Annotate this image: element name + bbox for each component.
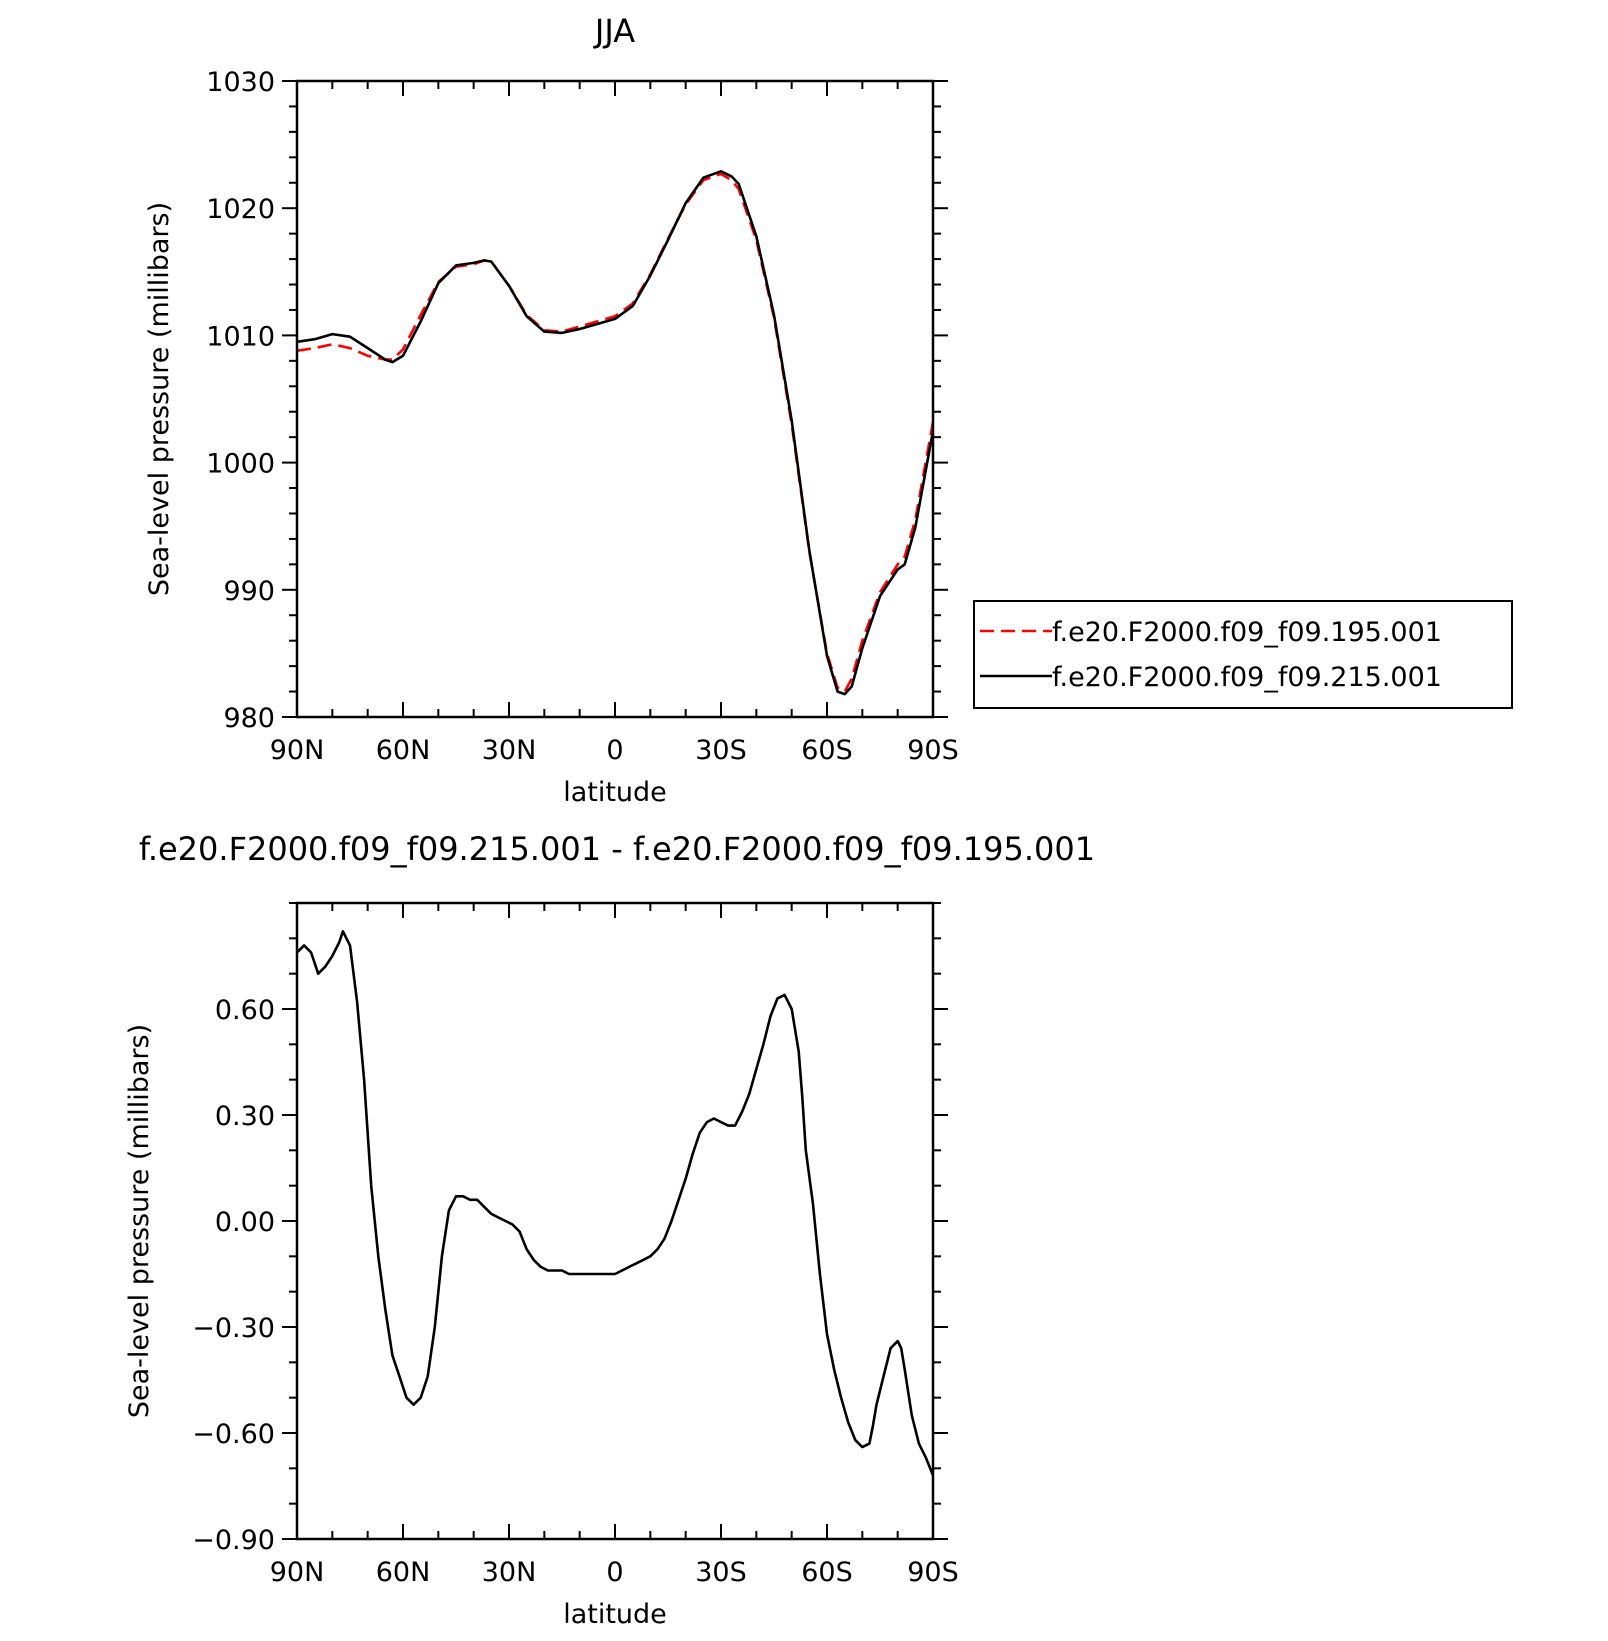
y-tick-label: −0.60 xyxy=(192,1419,275,1450)
y-tick-label: 1030 xyxy=(206,67,275,98)
y-tick-label: −0.30 xyxy=(192,1313,275,1344)
legend-box xyxy=(973,600,1513,709)
y-tick-label: 0.60 xyxy=(215,995,275,1026)
x-tick-label: 60S xyxy=(801,735,853,766)
x-tick-label: 60N xyxy=(376,1557,431,1588)
x-axis-label: latitude xyxy=(563,777,667,808)
y-tick-label: −0.90 xyxy=(192,1525,275,1556)
y-tick-label: 1010 xyxy=(206,321,275,352)
x-tick-label: 60S xyxy=(801,1557,853,1588)
x-tick-label: 30S xyxy=(695,735,747,766)
legend-label-0: f.e20.F2000.f09_f09.195.001 xyxy=(1052,617,1442,648)
x-tick-label: 0 xyxy=(606,1557,623,1588)
plot-frame xyxy=(295,79,935,719)
top-panel: JJA 90N 60N 30N 0 30S 60S 90S 980 990 1000 1010 1020… xyxy=(144,12,1513,808)
x-axis-label: latitude xyxy=(563,1599,667,1630)
y-axis-label: Sea-level pressure (millibars) xyxy=(124,1024,155,1418)
x-tick-label: 90S xyxy=(907,1557,959,1588)
chart-title: f.e20.F2000.f09_f09.215.001 - f.e20.F200… xyxy=(139,830,1095,868)
y-tick-label: 1020 xyxy=(206,194,275,225)
x-tick-label: 90N xyxy=(270,1557,325,1588)
plot-frame xyxy=(295,901,935,1541)
series-group xyxy=(297,930,933,1476)
y-tick-label: 0.30 xyxy=(215,1101,275,1132)
x-tick-label: 60N xyxy=(376,735,431,766)
legend: f.e20.F2000.f09_f09.195.001 f.e20.F2000.f… xyxy=(973,600,1513,709)
series-line-0 xyxy=(297,172,933,693)
y-axis-label: Sea-level pressure (millibars) xyxy=(144,202,175,596)
chart-title: JJA xyxy=(593,12,635,50)
x-tick-label: 90N xyxy=(270,735,325,766)
x-tick-label: 30N xyxy=(482,735,537,766)
x-tick-label: 90S xyxy=(907,735,959,766)
bottom-panel: f.e20.F2000.f09_f09.215.001 - f.e20.F200… xyxy=(124,830,1095,1630)
x-tick-label: 30S xyxy=(695,1557,747,1588)
y-tick-label: 0.00 xyxy=(215,1207,275,1238)
y-tick-label: 980 xyxy=(223,703,275,734)
y-tick-label: 1000 xyxy=(206,449,275,480)
x-tick-label: 0 xyxy=(606,735,623,766)
y-tick-label: 990 xyxy=(223,576,275,607)
series-line-0 xyxy=(297,930,933,1476)
series-group xyxy=(297,170,933,696)
legend-label-1: f.e20.F2000.f09_f09.215.001 xyxy=(1052,662,1442,693)
series-line-1 xyxy=(297,170,933,696)
x-tick-label: 30N xyxy=(482,1557,537,1588)
